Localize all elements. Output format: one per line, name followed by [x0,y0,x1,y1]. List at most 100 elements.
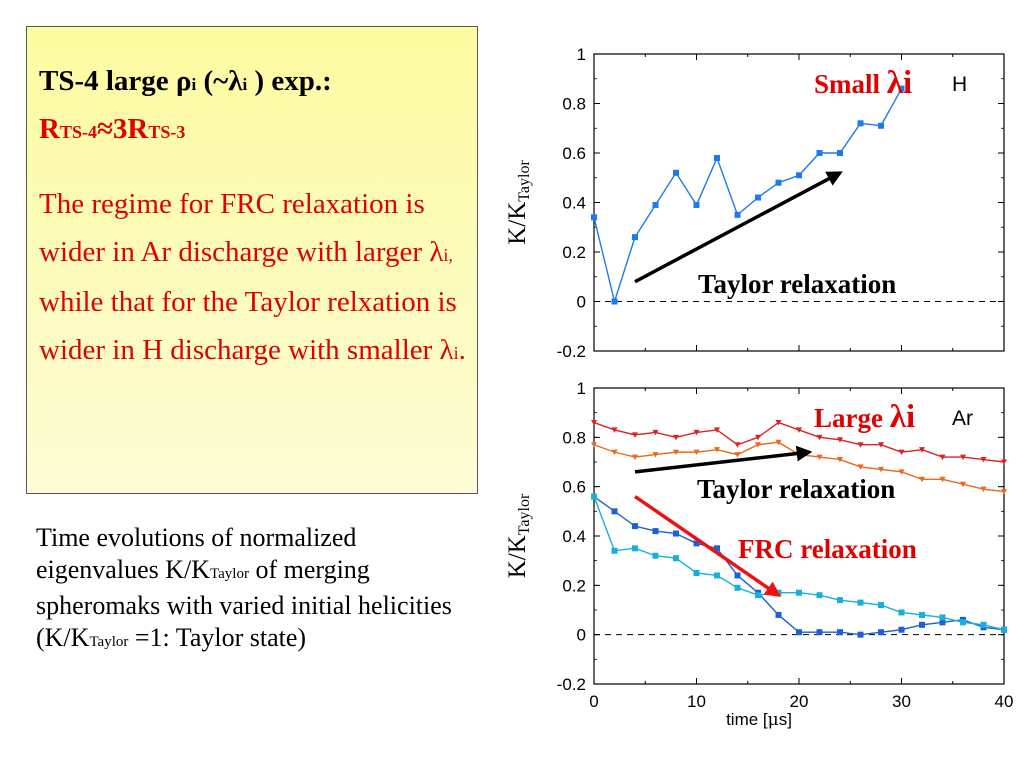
data-point [898,469,905,475]
y-axis-label: K/KTaylor [504,160,533,245]
data-point [591,420,597,426]
data-point [1001,489,1007,495]
body-lambda-1: λ [429,235,444,268]
data-point [939,619,946,626]
data-point [980,486,987,493]
gas-label: Ar [952,407,973,430]
box-body-text: The regime for FRC relaxation is wider i… [39,181,469,377]
data-point [857,599,864,606]
data-point [652,201,659,208]
figure-caption: Time evolutions of normalized eigenvalue… [36,522,476,658]
data-point [816,454,823,461]
y-axis-label-main: K/K [504,202,531,245]
caption-part-1: Time evolutions of normalized eigenvalue… [36,523,357,584]
data-point [673,555,679,562]
series-line-3 [593,495,1005,636]
data-point [878,442,884,448]
data-point [960,619,966,626]
data-point [878,602,884,609]
caption-part-3: =1: Taylor state) [128,622,307,652]
heading-prefix: TS-4 large [39,65,176,97]
data-point [878,466,884,473]
data-point [939,454,946,461]
data-point [816,629,823,636]
lambda-annotation-prefix: Large [814,403,890,433]
y-tick-label: 0.8 [562,95,586,114]
data-point [980,457,987,463]
data-point [816,150,823,156]
data-point [857,442,864,448]
data-point [939,476,946,483]
body-lambda-2: λ [439,333,454,366]
data-point [734,442,741,448]
data-point [652,552,659,559]
body-part-2: while that for the Taylor relxation is w… [39,286,457,366]
y-tick-label: 0.6 [562,144,586,163]
data-point [632,234,638,241]
data-point [837,150,843,156]
data-point [611,449,618,456]
lambda-annotation-symbol: λi [890,399,915,435]
data-point [837,437,843,443]
data-point [673,449,679,456]
data-point [611,427,618,433]
data-point [857,631,864,638]
y-axis-label-main: K/K [504,535,531,578]
data-point [755,442,761,448]
data-point [693,570,700,576]
data-point [652,452,659,458]
data-point [1001,459,1007,465]
relation-sub2: TS-3 [148,122,186,142]
gas-label: H [952,73,967,96]
heading-suffix: ) exp.: [247,65,332,97]
body-sub-2: i [453,342,459,363]
data-point [632,454,638,461]
data-point [714,427,720,433]
taylor-relaxation-arrow [634,445,813,474]
y-tick-label: 0.4 [562,194,586,213]
x-axis-label: time [μs] [726,710,792,730]
taylor-relaxation-arrow [634,171,843,284]
data-point [775,611,782,618]
data-point [775,439,782,446]
data-point [632,545,638,552]
y-tick-label: 0.4 [562,527,586,546]
radius-relation: RTS-4≈3RTS-3 [39,113,185,146]
data-point [980,621,987,628]
data-point [878,629,884,636]
relation-r1: R [39,113,60,145]
x-tick-label: 40 [995,692,1014,711]
data-point [632,523,638,530]
chart-panel-1: -0.2 0 0.2 0.4 0.6 0.8 1 K/KTaylor Small λi H Tayl… [504,45,1005,361]
caption-part-2: of merging spheromaks with varied initia… [36,554,452,652]
data-point [898,626,905,633]
body-part-3: . [458,333,466,366]
data-point [673,434,679,441]
x-label-suffix: s] [779,710,792,729]
data-point [714,447,720,453]
data-point [693,449,700,456]
data-point [611,508,618,515]
data-point [898,85,905,92]
data-point [673,169,679,176]
data-point [611,298,618,305]
x-tick-label: 30 [892,692,911,711]
data-point [714,545,720,552]
data-point [693,540,700,547]
data-point [960,454,966,461]
x-label-prefix: time [ [726,710,768,729]
data-point [652,429,659,436]
explanation-box: TS-4 large ρi (~λi ) exp.: RTS-4≈3RTS-3 … [26,26,478,494]
lambda-annotation-prefix: Small [814,69,887,99]
data-point [775,179,782,186]
data-point [611,547,618,554]
data-point [591,493,597,500]
lambda-symbol: λ [228,65,243,97]
data-point [652,528,659,535]
data-point [796,172,802,179]
data-point [796,427,802,433]
y-tick-label: 0.2 [562,576,586,595]
data-point [1001,626,1007,633]
data-point [775,420,782,426]
